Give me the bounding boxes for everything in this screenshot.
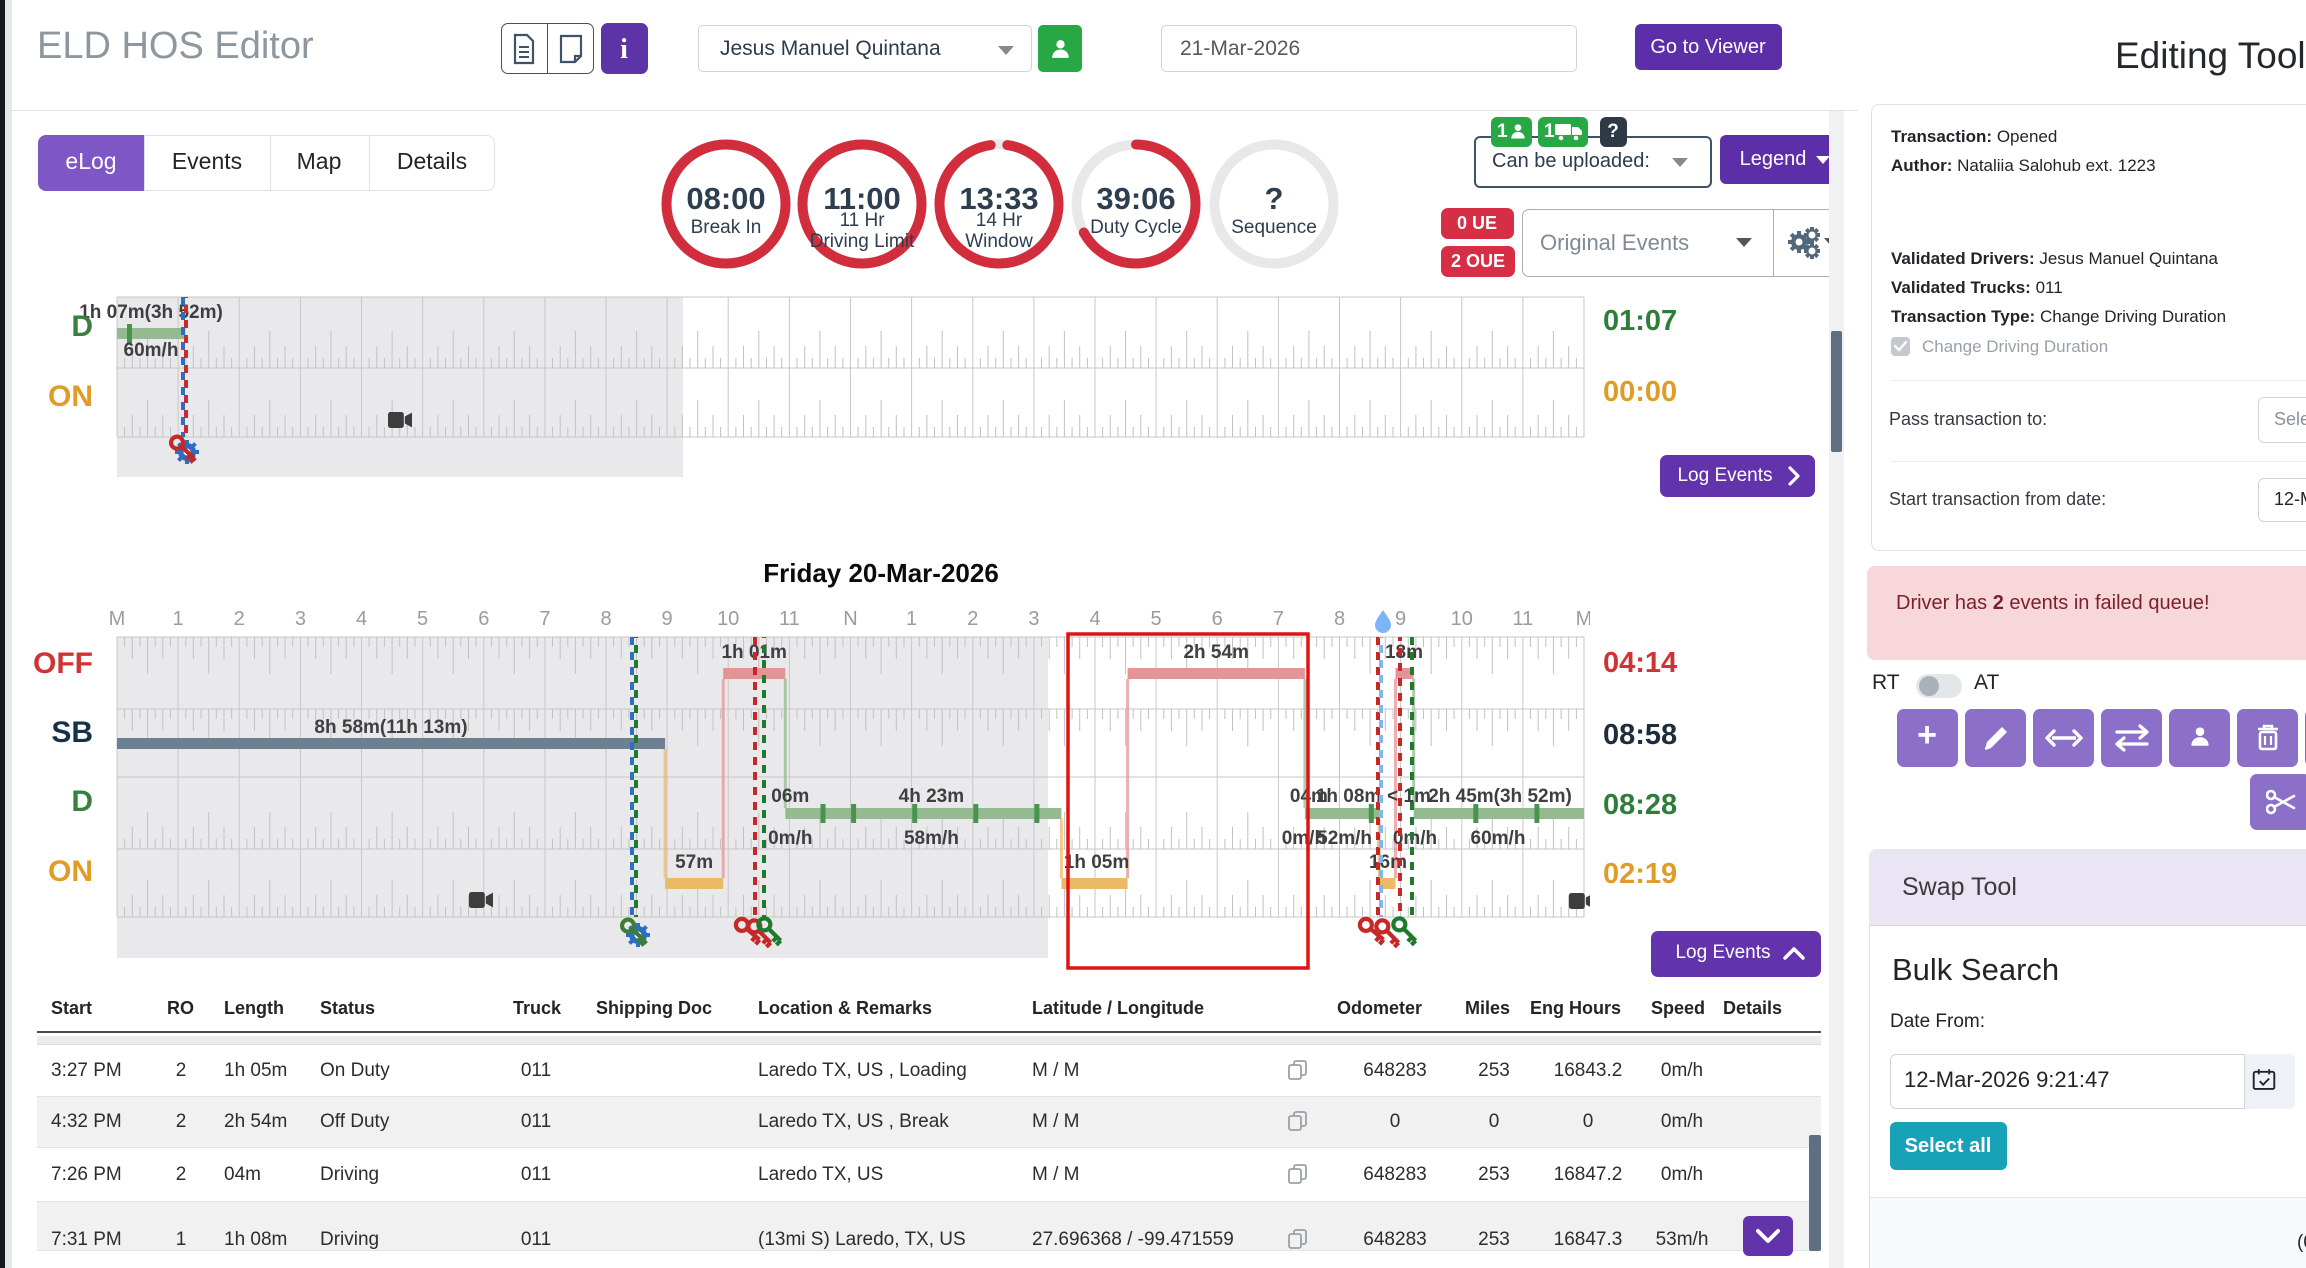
svg-text:2h 54m: 2h 54m: [1183, 642, 1248, 663]
svg-text:6: 6: [1212, 608, 1223, 630]
svg-text:58m/h: 58m/h: [904, 828, 959, 849]
svg-text:6: 6: [478, 608, 489, 630]
svg-text:1: 1: [173, 608, 184, 630]
svg-text:7: 7: [539, 608, 550, 630]
svg-text:1: 1: [906, 608, 917, 630]
svg-text:18m: 18m: [1385, 642, 1423, 663]
svg-text:10: 10: [1451, 608, 1473, 630]
svg-text:1h 05m: 1h 05m: [1064, 852, 1129, 873]
svg-text:8h 58m(11h 13m): 8h 58m(11h 13m): [314, 717, 467, 738]
svg-text:N: N: [843, 608, 857, 630]
svg-text:7: 7: [1273, 608, 1284, 630]
svg-text:57m: 57m: [675, 852, 713, 873]
svg-text:60m/h: 60m/h: [124, 340, 179, 361]
svg-text:M: M: [1576, 608, 1590, 630]
svg-text:4: 4: [356, 608, 367, 630]
svg-text:9: 9: [662, 608, 673, 630]
svg-text:8: 8: [600, 608, 611, 630]
svg-text:M: M: [110, 608, 125, 630]
svg-text:3: 3: [295, 608, 306, 630]
svg-text:0m/h: 0m/h: [1282, 828, 1326, 849]
svg-text:4: 4: [1089, 608, 1100, 630]
svg-text:1h 08m: 1h 08m: [1316, 786, 1381, 807]
svg-text:11: 11: [1513, 608, 1534, 630]
svg-text:2: 2: [234, 608, 245, 630]
svg-text:11: 11: [779, 608, 800, 630]
svg-text:2h 45m(3h 52m): 2h 45m(3h 52m): [1428, 786, 1572, 807]
svg-text:3: 3: [1028, 608, 1039, 630]
svg-text:5: 5: [417, 608, 428, 630]
svg-text:< 1m: < 1m: [1387, 786, 1431, 807]
svg-text:5: 5: [1151, 608, 1162, 630]
svg-text:60m/h: 60m/h: [1471, 828, 1526, 849]
svg-text:1h 07m(3h 52m): 1h 07m(3h 52m): [79, 302, 223, 323]
svg-text:2: 2: [967, 608, 978, 630]
svg-text:9: 9: [1395, 608, 1406, 630]
svg-text:06m: 06m: [771, 786, 809, 807]
svg-text:52m/h: 52m/h: [1317, 828, 1372, 849]
svg-text:8: 8: [1334, 608, 1345, 630]
svg-text:4h 23m: 4h 23m: [899, 786, 964, 807]
svg-text:0m/h: 0m/h: [1393, 828, 1437, 849]
svg-text:10: 10: [717, 608, 739, 630]
svg-text:0m/h: 0m/h: [768, 828, 812, 849]
